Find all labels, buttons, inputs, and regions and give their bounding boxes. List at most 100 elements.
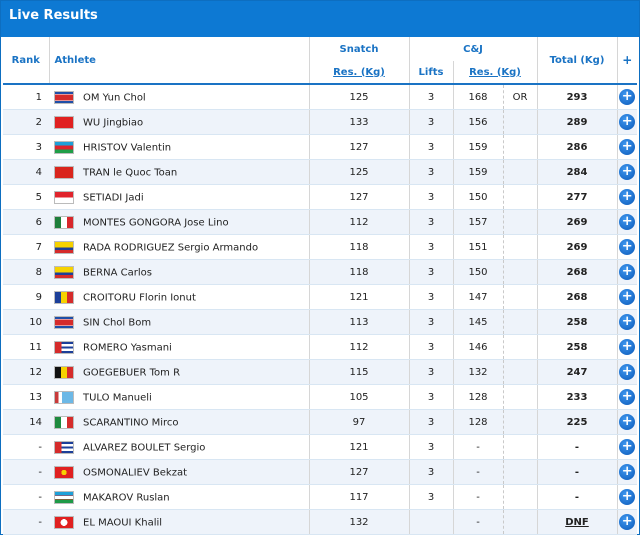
total-cell: - — [536, 434, 617, 460]
cj-result-cell: 168 — [452, 84, 503, 110]
record-cell — [502, 509, 537, 535]
lifts-cell: 3 — [408, 234, 453, 260]
athlete-cell[interactable]: BERNA Carlos — [49, 259, 309, 285]
expand-row-cell: + — [616, 259, 637, 285]
rank-cell: 12 — [3, 359, 49, 385]
athlete-cell[interactable]: OM Yun Chol — [49, 84, 309, 110]
cj-result-header[interactable]: Res. (Kg) — [452, 61, 537, 85]
cj-result-cell: 159 — [452, 134, 503, 160]
athlete-cell[interactable]: CROITORU Florin Ionut — [49, 284, 309, 310]
athlete-name: MONTES GONGORA Jose Lino — [83, 217, 229, 228]
athlete-cell[interactable]: MONTES GONGORA Jose Lino — [49, 209, 309, 235]
athlete-name: TULO Manueli — [83, 392, 152, 403]
lifts-cell: 3 — [408, 159, 453, 185]
athlete-cell[interactable]: EL MAOUI Khalil — [49, 509, 309, 535]
cj-result-cell: 157 — [452, 209, 503, 235]
athlete-cell[interactable]: HRISTOV Valentin — [49, 134, 309, 160]
total-cell: DNF — [536, 509, 617, 535]
rank-header[interactable]: Rank — [3, 37, 49, 85]
total-cell: - — [536, 459, 617, 485]
cj-result-cell: - — [452, 459, 503, 485]
total-cell: 277 — [536, 184, 617, 210]
cj-result-cell: 145 — [452, 309, 503, 335]
lifts-cell: 3 — [408, 359, 453, 385]
expand-row-cell: + — [616, 209, 637, 235]
country-flag-icon — [54, 515, 74, 529]
rank-cell: - — [3, 459, 49, 485]
athlete-cell[interactable]: WU Jingbiao — [49, 109, 309, 135]
expand-row-cell: + — [616, 134, 637, 160]
athlete-name: GOEGEBUER Tom R — [83, 367, 181, 378]
country-flag-icon — [54, 165, 74, 179]
country-flag-icon — [54, 90, 74, 104]
expand-row-icon[interactable]: + — [619, 214, 636, 230]
results-table: Rank Athlete Snatch C&J Total (Kg) + Res… — [3, 37, 637, 535]
total-cell: 233 — [536, 384, 617, 410]
athlete-cell[interactable]: OSMONALIEV Bekzat — [49, 459, 309, 485]
expand-row-icon[interactable]: + — [619, 139, 636, 155]
expand-row-icon[interactable]: + — [619, 189, 636, 205]
snatch-result-header[interactable]: Res. (Kg) — [308, 61, 409, 85]
total-cell: 269 — [536, 234, 617, 260]
athlete-cell[interactable]: TULO Manueli — [49, 384, 309, 410]
cj-result-cell: 151 — [452, 234, 503, 260]
expand-row-icon[interactable]: + — [619, 289, 636, 305]
expand-all-header[interactable]: + — [616, 37, 637, 85]
expand-row-icon[interactable]: + — [619, 339, 636, 355]
lifts-header[interactable]: Lifts — [408, 61, 453, 85]
athlete-cell[interactable]: ALVAREZ BOULET Sergio — [49, 434, 309, 460]
athlete-cell[interactable]: SCARANTINO Mirco — [49, 409, 309, 435]
expand-row-icon[interactable]: + — [619, 239, 636, 255]
table-row: 12 GOEGEBUER Tom R 115 3 132 247 + — [3, 359, 637, 385]
total-cell: 268 — [536, 284, 617, 310]
country-flag-icon — [54, 340, 74, 354]
athlete-cell[interactable]: RADA RODRIGUEZ Sergio Armando — [49, 234, 309, 260]
athlete-cell[interactable]: MAKAROV Ruslan — [49, 484, 309, 510]
snatch-result-cell: 112 — [308, 334, 409, 360]
country-flag-icon — [54, 290, 74, 304]
athlete-cell[interactable]: ROMERO Yasmani — [49, 334, 309, 360]
table-row: - ALVAREZ BOULET Sergio 121 3- - + — [3, 434, 637, 460]
total-header[interactable]: Total (Kg) — [536, 37, 617, 85]
total-cell: 247 — [536, 359, 617, 385]
expand-row-icon[interactable]: + — [619, 389, 636, 405]
snatch-result-cell: 121 — [308, 284, 409, 310]
expand-row-icon[interactable]: + — [619, 114, 636, 130]
expand-row-icon[interactable]: + — [619, 439, 636, 455]
record-cell — [502, 459, 537, 485]
country-flag-icon — [54, 115, 74, 129]
athlete-cell[interactable]: TRAN le Quoc Toan — [49, 159, 309, 185]
snatch-result-cell: 127 — [308, 134, 409, 160]
expand-row-icon[interactable]: + — [619, 164, 636, 180]
record-cell — [502, 134, 537, 160]
cj-result-cell: - — [452, 509, 503, 535]
rank-cell: - — [3, 434, 49, 460]
expand-row-cell: + — [616, 384, 637, 410]
athlete-cell[interactable]: SIN Chol Bom — [49, 309, 309, 335]
cj-result-cell: 128 — [452, 409, 503, 435]
expand-row-icon[interactable]: + — [619, 514, 636, 530]
expand-row-icon[interactable]: + — [619, 489, 636, 505]
cj-result-cell: 147 — [452, 284, 503, 310]
record-cell — [502, 359, 537, 385]
expand-row-icon[interactable]: + — [619, 314, 636, 330]
expand-row-icon[interactable]: + — [619, 464, 636, 480]
lifts-cell: 3 — [408, 84, 453, 110]
expand-row-cell: + — [616, 484, 637, 510]
athlete-cell[interactable]: GOEGEBUER Tom R — [49, 359, 309, 385]
lifts-cell: 3 — [408, 184, 453, 210]
expand-row-icon[interactable]: + — [619, 414, 636, 430]
snatch-result-cell: 118 — [308, 234, 409, 260]
athlete-name: WU Jingbiao — [83, 117, 144, 128]
athlete-cell[interactable]: SETIADI Jadi — [49, 184, 309, 210]
cj-result-cell: 128 — [452, 384, 503, 410]
rank-cell: 7 — [3, 234, 49, 260]
total-cell: - — [536, 484, 617, 510]
athlete-header[interactable]: Athlete — [48, 37, 309, 85]
expand-row-cell: + — [616, 234, 637, 260]
expand-row-icon[interactable]: + — [619, 364, 636, 380]
expand-row-icon[interactable]: + — [619, 89, 636, 105]
lifts-cell: 3 — [408, 109, 453, 135]
expand-row-icon[interactable]: + — [619, 264, 636, 280]
athlete-name: OM Yun Chol — [83, 92, 146, 103]
